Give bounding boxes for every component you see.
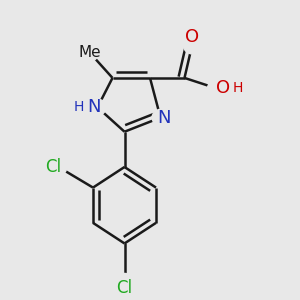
Text: H: H	[74, 100, 84, 114]
Circle shape	[82, 45, 98, 61]
Text: O: O	[185, 28, 199, 46]
Circle shape	[89, 99, 106, 116]
Text: O: O	[216, 79, 230, 97]
Text: Cl: Cl	[116, 279, 133, 297]
Circle shape	[116, 273, 133, 290]
Circle shape	[50, 159, 67, 175]
Circle shape	[184, 37, 200, 54]
Text: H: H	[232, 81, 243, 95]
Circle shape	[212, 75, 239, 101]
Text: Me: Me	[79, 45, 101, 60]
Text: N: N	[158, 109, 171, 127]
Text: Cl: Cl	[45, 158, 62, 176]
Circle shape	[152, 110, 169, 126]
Text: N: N	[87, 98, 101, 116]
Circle shape	[208, 80, 224, 96]
